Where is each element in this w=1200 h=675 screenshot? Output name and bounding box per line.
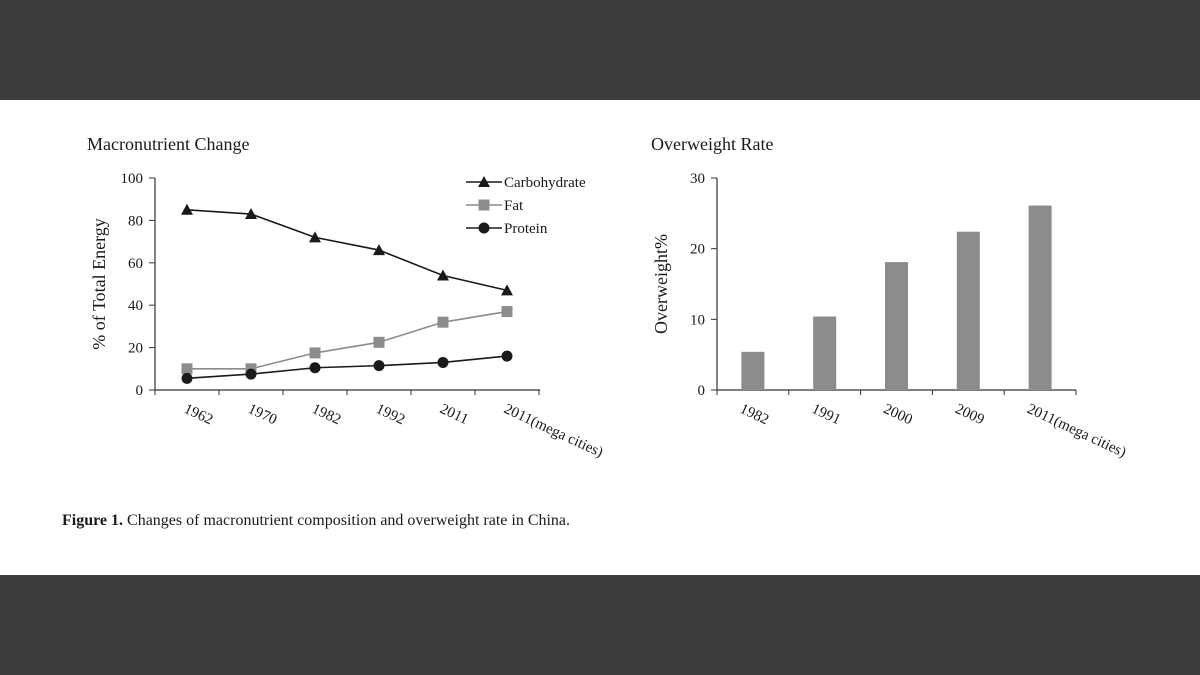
legend-marker-fat: [478, 199, 490, 211]
bar-chart-ytick-label: 0: [698, 383, 706, 399]
line-point-protein: [181, 372, 193, 384]
bar-chart-ytick-label: 10: [690, 312, 705, 328]
line-chart-ytick-label: 80: [128, 213, 143, 229]
line-point-carbohydrate: [501, 284, 513, 296]
line-chart-ylabel: % of Total Energy: [89, 218, 109, 350]
line-chart-xtick-label: 2011: [437, 401, 470, 428]
legend-label-carbohydrate: Carbohydrate: [504, 175, 586, 191]
line-point-fat: [501, 306, 513, 318]
line-point-fat: [437, 316, 449, 328]
line-series-protein: [186, 355, 508, 380]
bar-chart-ylabel: Overweight%: [651, 234, 671, 334]
figure-charts: Macronutrient Change % of Total Energy 0 20…: [87, 134, 1128, 461]
figure-caption: Figure 1. Changes of macronutrient compo…: [62, 512, 570, 530]
bar-1982: [741, 351, 765, 390]
line-point-protein: [373, 360, 385, 372]
figure-panel: Macronutrient Change % of Total Energy 0 20…: [0, 100, 1200, 575]
line-point-carbohydrate: [437, 269, 449, 281]
line-chart-ytick-label: 40: [128, 298, 143, 314]
line-point-carbohydrate: [373, 244, 385, 256]
legend-label-fat: Fat: [504, 198, 524, 214]
line-point-fat: [309, 347, 321, 359]
legend-marker-protein: [478, 222, 490, 234]
caption-label: Figure 1.: [62, 512, 124, 529]
line-chart-xtick-label: 2011(mega cities): [501, 401, 605, 461]
line-point-carbohydrate: [181, 203, 193, 215]
line-point-protein: [437, 356, 449, 368]
line-chart-ytick-label: 60: [128, 256, 143, 272]
caption-text: Changes of macronutrient composition and…: [123, 512, 571, 529]
line-point-protein: [309, 362, 321, 374]
line-series-carbohydrate: [186, 209, 508, 292]
bar-chart-title: Overweight Rate: [651, 134, 773, 154]
line-point-carbohydrate: [309, 231, 321, 243]
bar-chart-xtick-label: 2000: [881, 401, 915, 428]
bar-1991: [813, 316, 837, 390]
line-point-protein: [245, 368, 257, 380]
line-chart-ytick-label: 100: [121, 171, 144, 187]
line-chart-xtick-label: 1982: [309, 401, 343, 428]
line-point-fat: [181, 363, 193, 375]
line-series-fat: [187, 310, 508, 370]
line-chart-xtick-label: 1992: [373, 401, 407, 428]
bar-chart-ytick-label: 30: [690, 171, 705, 187]
line-chart-ytick-label: 0: [136, 383, 144, 399]
legend-label-protein: Protein: [504, 221, 548, 237]
bar-chart-xtick-label: 1991: [809, 401, 843, 428]
bar-chart-xtick-label: 2011(mega cities): [1024, 401, 1128, 461]
bar-chart-ytick-label: 20: [690, 242, 705, 258]
bar-2011megacities: [1028, 205, 1052, 390]
bar-2009: [956, 231, 980, 390]
line-point-fat: [373, 336, 385, 348]
bar-chart-xtick-label: 2009: [953, 401, 987, 428]
line-chart-title: Macronutrient Change: [87, 134, 249, 154]
bar-2000: [885, 262, 908, 390]
line-chart-xtick-label: 1970: [245, 401, 279, 428]
line-point-protein: [501, 350, 513, 362]
legend-marker-carbohydrate: [478, 176, 490, 187]
bar-chart-xtick-label: 1982: [737, 401, 771, 428]
line-point-carbohydrate: [245, 208, 257, 220]
line-chart-ytick-label: 20: [128, 341, 143, 357]
line-chart-xtick-label: 1962: [181, 401, 215, 428]
